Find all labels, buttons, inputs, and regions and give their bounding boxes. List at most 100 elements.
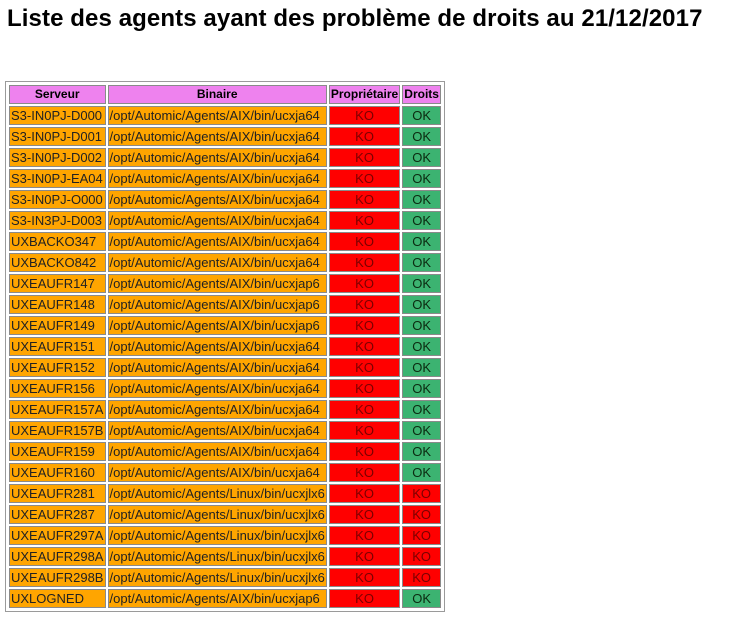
owner-status-cell: KO [328,274,401,293]
column-header-owner: Propriétaire [328,85,401,104]
rights-status-cell: OK [402,127,441,146]
server-cell: UXEAUFR297A [9,526,106,545]
column-header-server: Serveur [9,85,106,104]
rights-status-cell: KO [402,505,441,524]
server-cell: UXBACKO347 [9,232,106,251]
owner-status-cell: KO [328,106,401,125]
owner-status-cell: KO [328,358,401,377]
owner-status-cell: KO [328,547,401,566]
table-row: UXEAUFR160/opt/Automic/Agents/AIX/bin/uc… [9,463,441,482]
binary-cell: /opt/Automic/Agents/AIX/bin/ucxjap6 [107,274,327,293]
rights-status-cell: OK [402,463,441,482]
server-cell: UXEAUFR298B [9,568,106,587]
rights-status-cell: OK [402,358,441,377]
owner-status-cell: KO [328,463,401,482]
server-cell: UXBACKO842 [9,253,106,272]
owner-status-cell: KO [328,148,401,167]
server-cell: UXEAUFR287 [9,505,106,524]
server-cell: UXEAUFR159 [9,442,106,461]
binary-cell: /opt/Automic/Agents/Linux/bin/ucxjlx6 [107,526,327,545]
server-cell: UXEAUFR149 [9,316,106,335]
binary-cell: /opt/Automic/Agents/AIX/bin/ucxja64 [107,463,327,482]
owner-status-cell: KO [328,253,401,272]
owner-status-cell: KO [328,484,401,503]
owner-status-cell: KO [328,379,401,398]
owner-status-cell: KO [328,568,401,587]
table-body: S3-IN0PJ-D000/opt/Automic/Agents/AIX/bin… [9,106,441,608]
binary-cell: /opt/Automic/Agents/Linux/bin/ucxjlx6 [107,568,327,587]
rights-status-cell: OK [402,274,441,293]
rights-status-cell: OK [402,400,441,419]
rights-status-cell: OK [402,106,441,125]
page-title: Liste des agents ayant des problème de d… [7,5,703,32]
owner-status-cell: KO [328,526,401,545]
owner-status-cell: KO [328,337,401,356]
table-row: UXLOGNED/opt/Automic/Agents/AIX/bin/ucxj… [9,589,441,608]
rights-status-cell: OK [402,148,441,167]
owner-status-cell: KO [328,442,401,461]
table-row: UXEAUFR156/opt/Automic/Agents/AIX/bin/uc… [9,379,441,398]
owner-status-cell: KO [328,505,401,524]
rights-status-cell: OK [402,211,441,230]
binary-cell: /opt/Automic/Agents/AIX/bin/ucxja64 [107,379,327,398]
rights-status-cell: KO [402,484,441,503]
table-row: UXEAUFR148/opt/Automic/Agents/AIX/bin/uc… [9,295,441,314]
rights-status-cell: OK [402,295,441,314]
table-row: S3-IN0PJ-D001/opt/Automic/Agents/AIX/bin… [9,127,441,146]
table-row: UXEAUFR149/opt/Automic/Agents/AIX/bin/uc… [9,316,441,335]
binary-cell: /opt/Automic/Agents/AIX/bin/ucxja64 [107,148,327,167]
table-row: UXEAUFR151/opt/Automic/Agents/AIX/bin/uc… [9,337,441,356]
table-row: UXEAUFR147/opt/Automic/Agents/AIX/bin/uc… [9,274,441,293]
table-row: UXEAUFR281/opt/Automic/Agents/Linux/bin/… [9,484,441,503]
binary-cell: /opt/Automic/Agents/Linux/bin/ucxjlx6 [107,484,327,503]
server-cell: UXEAUFR281 [9,484,106,503]
server-cell: UXEAUFR298A [9,547,106,566]
server-cell: UXEAUFR151 [9,337,106,356]
binary-cell: /opt/Automic/Agents/AIX/bin/ucxjap6 [107,316,327,335]
rights-status-cell: OK [402,421,441,440]
rights-status-cell: OK [402,232,441,251]
owner-status-cell: KO [328,190,401,209]
server-cell: S3-IN3PJ-D003 [9,211,106,230]
server-cell: UXEAUFR160 [9,463,106,482]
table-row: S3-IN0PJ-EA04/opt/Automic/Agents/AIX/bin… [9,169,441,188]
table-row: UXBACKO347/opt/Automic/Agents/AIX/bin/uc… [9,232,441,251]
server-cell: S3-IN0PJ-EA04 [9,169,106,188]
table-header-row: Serveur Binaire Propriétaire Droits [9,85,441,104]
server-cell: UXEAUFR157B [9,421,106,440]
server-cell: UXLOGNED [9,589,106,608]
binary-cell: /opt/Automic/Agents/AIX/bin/ucxja64 [107,442,327,461]
rights-status-cell: OK [402,169,441,188]
binary-cell: /opt/Automic/Agents/AIX/bin/ucxja64 [107,232,327,251]
table-row: UXEAUFR159/opt/Automic/Agents/AIX/bin/uc… [9,442,441,461]
server-cell: UXEAUFR156 [9,379,106,398]
rights-status-cell: OK [402,190,441,209]
table-row: UXEAUFR298A/opt/Automic/Agents/Linux/bin… [9,547,441,566]
rights-status-cell: OK [402,253,441,272]
table-row: UXEAUFR157A/opt/Automic/Agents/AIX/bin/u… [9,400,441,419]
binary-cell: /opt/Automic/Agents/AIX/bin/ucxja64 [107,211,327,230]
binary-cell: /opt/Automic/Agents/AIX/bin/ucxja64 [107,253,327,272]
table-row: UXEAUFR297A/opt/Automic/Agents/Linux/bin… [9,526,441,545]
owner-status-cell: KO [328,211,401,230]
table-row: S3-IN3PJ-D003/opt/Automic/Agents/AIX/bin… [9,211,441,230]
binary-cell: /opt/Automic/Agents/AIX/bin/ucxja64 [107,400,327,419]
table-row: UXEAUFR298B/opt/Automic/Agents/Linux/bin… [9,568,441,587]
server-cell: UXEAUFR147 [9,274,106,293]
server-cell: S3-IN0PJ-D000 [9,106,106,125]
binary-cell: /opt/Automic/Agents/AIX/bin/ucxja64 [107,169,327,188]
owner-status-cell: KO [328,232,401,251]
binary-cell: /opt/Automic/Agents/AIX/bin/ucxja64 [107,337,327,356]
table-row: UXEAUFR287/opt/Automic/Agents/Linux/bin/… [9,505,441,524]
rights-status-cell: OK [402,316,441,335]
owner-status-cell: KO [328,316,401,335]
table-row: UXEAUFR152/opt/Automic/Agents/AIX/bin/uc… [9,358,441,377]
binary-cell: /opt/Automic/Agents/AIX/bin/ucxja64 [107,190,327,209]
server-cell: S3-IN0PJ-O000 [9,190,106,209]
owner-status-cell: KO [328,169,401,188]
owner-status-cell: KO [328,589,401,608]
binary-cell: /opt/Automic/Agents/AIX/bin/ucxja64 [107,127,327,146]
agents-table: Serveur Binaire Propriétaire Droits S3-I… [7,83,443,610]
table-row: UXBACKO842/opt/Automic/Agents/AIX/bin/uc… [9,253,441,272]
table-row: UXEAUFR157B/opt/Automic/Agents/AIX/bin/u… [9,421,441,440]
